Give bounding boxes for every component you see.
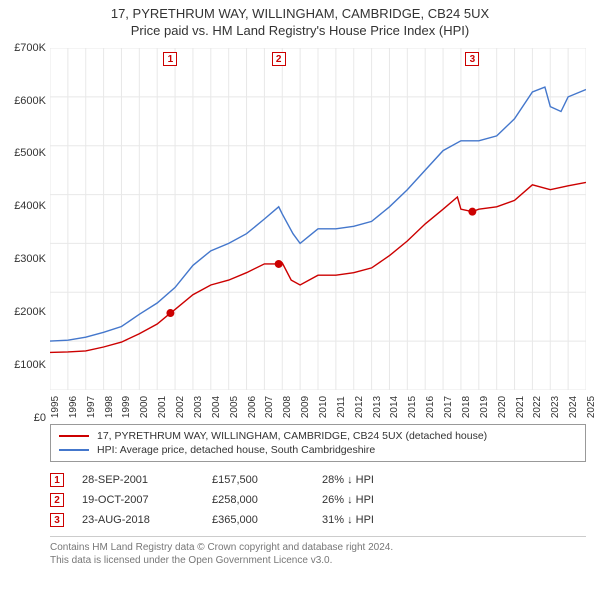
legend: 17, PYRETHRUM WAY, WILLINGHAM, CAMBRIDGE… xyxy=(50,424,586,462)
transaction-delta: 28% ↓ HPI xyxy=(322,474,432,486)
legend-item: HPI: Average price, detached house, Sout… xyxy=(59,443,577,457)
y-tick-label: £200K xyxy=(14,306,46,318)
x-tick-label: 2008 xyxy=(282,396,293,418)
x-tick-label: 2009 xyxy=(300,396,311,418)
x-tick-label: 2022 xyxy=(532,396,543,418)
transaction-row: 2 19-OCT-2007 £258,000 26% ↓ HPI xyxy=(50,490,586,510)
x-tick-label: 2012 xyxy=(354,396,365,418)
x-tick-label: 2021 xyxy=(515,396,526,418)
x-axis: 1995 1996 1997 1998 1999 2000 2001 2002 2003 2004… xyxy=(50,390,586,418)
x-tick-label: 2006 xyxy=(247,396,258,418)
x-tick-label: 1995 xyxy=(50,396,61,418)
footer-line: This data is licensed under the Open Gov… xyxy=(50,554,586,567)
x-tick-label: 2001 xyxy=(157,396,168,418)
x-tick-label: 2018 xyxy=(461,396,472,418)
x-tick-label: 2013 xyxy=(372,396,383,418)
chart-area: £0£100K£200K£300K£400K£500K£600K£700K 12… xyxy=(50,48,586,418)
legend-label: HPI: Average price, detached house, Sout… xyxy=(97,444,375,456)
annotation-marker: 2 xyxy=(272,52,286,66)
annotation-marker: 3 xyxy=(465,52,479,66)
sale-point xyxy=(166,309,174,317)
x-tick-label: 2019 xyxy=(479,396,490,418)
x-tick-label: 2004 xyxy=(211,396,222,418)
y-tick-label: £0 xyxy=(34,412,46,424)
sale-point xyxy=(468,207,476,215)
transaction-date: 19-OCT-2007 xyxy=(82,494,212,506)
x-tick-label: 1998 xyxy=(104,396,115,418)
transaction-delta: 26% ↓ HPI xyxy=(322,494,432,506)
x-tick-label: 2002 xyxy=(175,396,186,418)
y-tick-label: £700K xyxy=(14,42,46,54)
x-tick-label: 2023 xyxy=(550,396,561,418)
transaction-row: 3 23-AUG-2018 £365,000 31% ↓ HPI xyxy=(50,510,586,530)
x-tick-label: 2007 xyxy=(264,396,275,418)
chart-title: 17, PYRETHRUM WAY, WILLINGHAM, CAMBRIDGE… xyxy=(0,0,600,44)
y-axis: £0£100K£200K£300K£400K£500K£600K£700K xyxy=(0,48,50,418)
y-tick-label: £100K xyxy=(14,359,46,371)
x-tick-label: 2025 xyxy=(586,396,597,418)
x-tick-label: 2020 xyxy=(497,396,508,418)
x-tick-label: 2010 xyxy=(318,396,329,418)
x-tick-label: 2011 xyxy=(336,396,347,418)
y-tick-label: £400K xyxy=(14,200,46,212)
x-tick-label: 2014 xyxy=(389,396,400,418)
transaction-price: £258,000 xyxy=(212,494,322,506)
transaction-row: 1 28-SEP-2001 £157,500 28% ↓ HPI xyxy=(50,470,586,490)
annotation-marker: 1 xyxy=(163,52,177,66)
transaction-price: £157,500 xyxy=(212,474,322,486)
transaction-delta: 31% ↓ HPI xyxy=(322,514,432,526)
transaction-price: £365,000 xyxy=(212,514,322,526)
x-tick-label: 2005 xyxy=(229,396,240,418)
title-subtitle: Price paid vs. HM Land Registry's House … xyxy=(10,23,590,40)
x-tick-label: 2024 xyxy=(568,396,579,418)
x-tick-label: 2016 xyxy=(425,396,436,418)
sale-point xyxy=(275,260,283,268)
title-address: 17, PYRETHRUM WAY, WILLINGHAM, CAMBRIDGE… xyxy=(10,6,590,23)
legend-item: 17, PYRETHRUM WAY, WILLINGHAM, CAMBRIDGE… xyxy=(59,429,577,443)
footer-line: Contains HM Land Registry data © Crown c… xyxy=(50,541,586,554)
legend-label: 17, PYRETHRUM WAY, WILLINGHAM, CAMBRIDGE… xyxy=(97,430,487,442)
transaction-marker: 1 xyxy=(50,473,64,487)
x-tick-label: 1996 xyxy=(68,396,79,418)
x-tick-label: 2000 xyxy=(139,396,150,418)
transaction-marker: 2 xyxy=(50,493,64,507)
transaction-date: 28-SEP-2001 xyxy=(82,474,212,486)
transactions-table: 1 28-SEP-2001 £157,500 28% ↓ HPI2 19-OCT… xyxy=(50,470,586,530)
x-tick-label: 2015 xyxy=(407,396,418,418)
plot: 1 2 3 xyxy=(50,48,586,390)
y-tick-label: £600K xyxy=(14,95,46,107)
transaction-marker: 3 xyxy=(50,513,64,527)
x-tick-label: 1999 xyxy=(121,396,132,418)
y-tick-label: £500K xyxy=(14,147,46,159)
y-tick-label: £300K xyxy=(14,253,46,265)
legend-swatch xyxy=(59,449,89,451)
x-tick-label: 2003 xyxy=(193,396,204,418)
x-tick-label: 1997 xyxy=(86,396,97,418)
x-tick-label: 2017 xyxy=(443,396,454,418)
legend-swatch xyxy=(59,435,89,437)
transaction-date: 23-AUG-2018 xyxy=(82,514,212,526)
footer-attribution: Contains HM Land Registry data © Crown c… xyxy=(50,536,586,567)
